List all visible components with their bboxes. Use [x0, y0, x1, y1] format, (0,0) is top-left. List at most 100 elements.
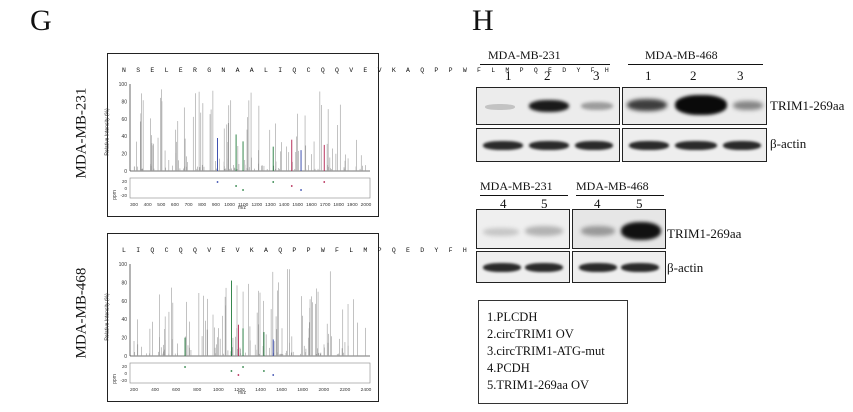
- protein-band: [485, 104, 515, 110]
- lane-legend: 1.PLCDH 2.circTRIM1 OV 3.circTRIM1-ATG-m…: [478, 300, 628, 404]
- x-tick-label: 300: [130, 202, 138, 208]
- x-tick-label: 2200: [340, 387, 351, 393]
- x-tick-label: 1500: [292, 202, 303, 208]
- y-tick-label: 20: [121, 336, 127, 342]
- protein-band: [483, 228, 519, 236]
- legend-item: 2.circTRIM1 OV: [487, 327, 574, 341]
- protein-band: [581, 102, 613, 110]
- panel-letter-g: G: [30, 4, 52, 37]
- x-tick-label: 1600: [276, 387, 287, 393]
- ppm-error-dot: [242, 189, 244, 191]
- group-underline: [480, 64, 610, 66]
- protein-band: [629, 141, 669, 150]
- ppm-error-dot: [300, 189, 302, 191]
- western-blot-target-mda-mb-468-ov: [572, 209, 666, 249]
- x-tick-label: 1200: [251, 202, 262, 208]
- control-label-beta-actin: β-actin: [667, 260, 704, 275]
- x-tick-label: 1700: [320, 202, 331, 208]
- x-tick-label: 1400: [255, 387, 266, 393]
- x-tick-label: 800: [198, 202, 206, 208]
- ppm-error-dot: [230, 370, 233, 372]
- ppm-tick-label: 0: [124, 186, 127, 191]
- peptide-sequence: L I Q C Q Q V E V K A Q P P W F L M P Q …: [122, 247, 470, 254]
- y-tick-label: 20: [121, 152, 127, 158]
- lane-label: 1: [645, 68, 652, 83]
- ppm-panel: [129, 177, 371, 199]
- y-tick-label: 0: [124, 169, 127, 175]
- legend-item: 4.PCDH: [487, 361, 530, 375]
- y-tick-label: 100: [119, 82, 128, 88]
- western-blot-target-mda-mb-231: [476, 87, 620, 125]
- y-tick-label: 80: [121, 99, 127, 105]
- ppm-error-dot: [263, 370, 265, 372]
- western-blot-target-mda-mb-468: [622, 87, 767, 125]
- ppm-error-dot: [216, 181, 219, 183]
- lane-label: 5: [541, 196, 548, 211]
- western-blot-actin-mda-mb-468: [622, 128, 767, 162]
- lane-label: 3: [593, 68, 600, 83]
- x-tick-label: 1200: [234, 387, 245, 393]
- protein-band: [483, 141, 523, 150]
- control-label-beta-actin: β-actin: [770, 136, 807, 151]
- x-tick-label: 800: [193, 387, 201, 393]
- legend-item: 5.TRIM1-269aa OV: [487, 378, 590, 392]
- x-tick-label: 1300: [265, 202, 276, 208]
- x-tick-label: 600: [171, 202, 179, 208]
- protein-band: [483, 263, 521, 272]
- ppm-error-dot: [323, 181, 326, 183]
- protein-band: [675, 95, 727, 115]
- group-underline: [480, 195, 568, 197]
- ppm-error-dot: [184, 366, 186, 368]
- x-tick-label: 1900: [347, 202, 358, 208]
- ppm-error-dot: [237, 374, 240, 376]
- protein-band: [675, 141, 717, 150]
- protein-band: [525, 226, 563, 236]
- x-tick-label: 1100: [238, 202, 249, 208]
- x-tick-label: 2000: [318, 387, 329, 393]
- peptide-sequence: N S E L E R G N A A L I Q C Q Q V E V K …: [122, 67, 612, 74]
- x-tick-label: 1000: [213, 387, 224, 393]
- group-underline: [576, 195, 664, 197]
- protein-band: [575, 141, 613, 150]
- lane-label: 4: [594, 196, 601, 211]
- protein-band: [723, 141, 761, 150]
- western-blot-actin-mda-mb-231: [476, 128, 620, 162]
- protein-band: [621, 263, 659, 272]
- x-tick-label: 400: [151, 387, 159, 393]
- x-tick-label: 2000: [361, 202, 372, 208]
- ppm-panel: [129, 362, 371, 384]
- lane-label: 3: [737, 68, 744, 83]
- legend-item: 3.circTRIM1-ATG-mut: [487, 344, 605, 358]
- ppm-tick-label: 20: [122, 179, 128, 184]
- y-tick-label: 40: [121, 134, 127, 140]
- x-tick-label: 1600: [306, 202, 317, 208]
- y-tick-label: 80: [121, 280, 127, 286]
- target-label-trim1-269aa: TRIM1-269aa: [770, 98, 845, 113]
- y-tick-label: 0: [124, 354, 127, 360]
- ms-spectrum-mda-mb-231: N S E L E R G N A A L I Q C Q Q V E V K …: [105, 53, 609, 217]
- ppm-error-dot: [242, 366, 244, 368]
- ppm-error-dot: [290, 185, 293, 187]
- x-tick-label: 600: [172, 387, 180, 393]
- x-tick-label: 500: [157, 202, 165, 208]
- group-label-mda-mb-468: MDA-MB-468: [576, 179, 649, 193]
- lane-label: 2: [544, 68, 551, 83]
- group-underline: [628, 64, 763, 66]
- group-label-mda-mb-231: MDA-MB-231: [480, 179, 553, 193]
- x-tick-label: 700: [185, 202, 193, 208]
- x-tick-label: 900: [212, 202, 220, 208]
- y-tick-label: 60: [121, 117, 127, 123]
- protein-band: [627, 99, 667, 111]
- cell-line-label-mda-mb-468: MDA-MB-468: [73, 267, 90, 359]
- protein-band: [733, 101, 763, 110]
- panel-letter-h: H: [472, 4, 494, 37]
- y-tick-label: 40: [121, 317, 127, 323]
- x-tick-label: 1800: [333, 202, 344, 208]
- group-label-mda-mb-468: MDA-MB-468: [645, 48, 718, 62]
- ppm-error-dot: [272, 181, 275, 183]
- protein-band: [621, 222, 661, 240]
- lane-label: 2: [690, 68, 697, 83]
- lane-label: 5: [636, 196, 643, 211]
